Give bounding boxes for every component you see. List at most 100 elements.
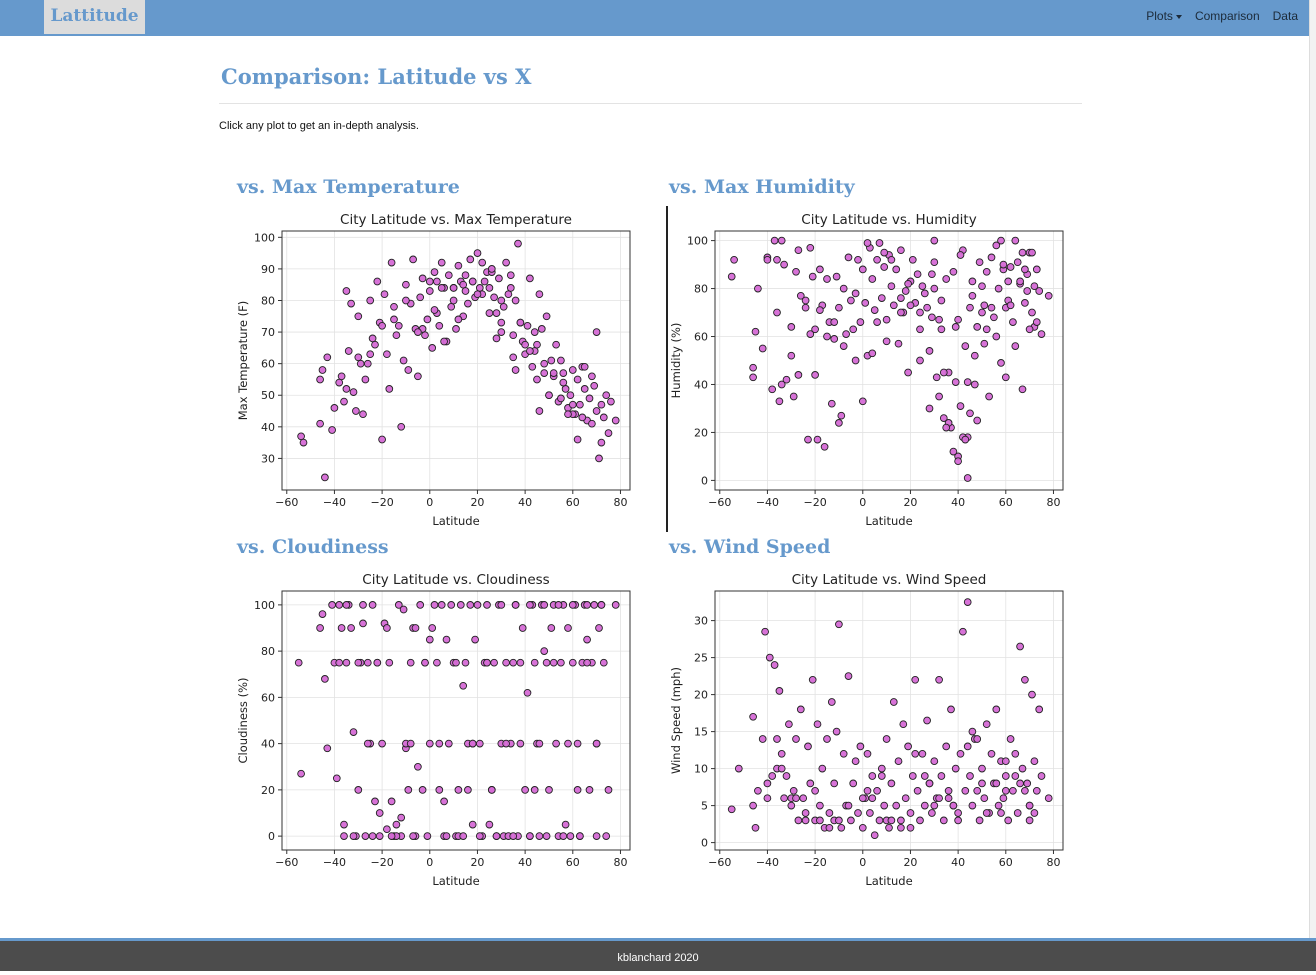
scatter-point — [564, 624, 572, 632]
scatter-point — [870, 306, 879, 314]
scatter-point — [323, 353, 332, 362]
x-axis-label: Latitude — [432, 514, 479, 527]
window-scrollbar[interactable] — [1309, 0, 1316, 940]
scatter-point — [992, 705, 1001, 714]
scatter-point — [485, 284, 494, 292]
scatter-point — [506, 271, 515, 280]
scatter-point — [832, 272, 841, 281]
scatter-point — [390, 302, 398, 311]
scatter-point — [502, 739, 510, 748]
scatter-point — [978, 282, 986, 291]
plot-wind-speed[interactable]: −60 −40 −20 0 20 40 60 80 0 5 10 15 20 25 30 City Latit… — [667, 567, 1067, 887]
scatter-point — [604, 429, 613, 437]
scatter-point — [966, 303, 974, 312]
scatter-point — [578, 413, 587, 422]
scatter-point — [816, 801, 824, 810]
scatter-point — [561, 820, 570, 829]
scatter-point — [954, 816, 962, 825]
scatter-point — [506, 284, 515, 292]
scatter-point — [475, 739, 484, 748]
x-tick-label: −60 — [708, 496, 731, 509]
scatter-point — [354, 786, 363, 794]
scatter-point — [877, 294, 886, 302]
scatter-point — [951, 378, 960, 386]
scatter-point — [749, 373, 757, 382]
scatter-point — [473, 601, 482, 609]
scatter-point — [1025, 816, 1034, 825]
x-tick-label: 80 — [613, 856, 627, 869]
brand-logo[interactable]: Lattitude — [44, 0, 145, 34]
scatter-point — [1035, 287, 1044, 295]
scatter-point — [566, 391, 575, 400]
scatter-point — [901, 794, 910, 803]
scatter-point — [849, 779, 858, 788]
scatter-point — [997, 809, 1005, 817]
scatter-point — [877, 764, 886, 773]
scatter-point — [573, 786, 582, 794]
scatter-point — [949, 267, 958, 276]
scatter-point — [590, 381, 599, 390]
scatter-point — [580, 362, 589, 371]
scatter-point — [837, 411, 846, 420]
y-tick-label: 20 — [694, 426, 708, 439]
scatter-point — [442, 635, 451, 644]
scatter-point — [595, 624, 603, 632]
scatter-point — [775, 687, 784, 695]
x-tick-label: 60 — [999, 496, 1013, 509]
scatter-point — [397, 422, 406, 431]
scatter-point — [1025, 801, 1034, 810]
scatter-point — [323, 744, 332, 753]
scatter-point — [842, 330, 850, 338]
scatter-point — [928, 270, 936, 279]
plot-humidity[interactable]: −60 −40 −20 0 20 40 60 80 0 20 40 60 80 100 City Latit… — [667, 207, 1067, 527]
scatter-point — [835, 816, 843, 825]
plot-cloudiness[interactable]: −60 −40 −20 0 20 40 60 80 0 20 40 60 80 100 City Latit… — [234, 567, 634, 887]
nav-data-link[interactable]: Data — [1272, 9, 1298, 23]
scatter-point — [780, 260, 788, 269]
scatter-point — [792, 794, 800, 803]
y-tick-label: 20 — [261, 784, 275, 797]
scatter-point — [823, 332, 831, 341]
scatter-point — [975, 816, 984, 825]
scatter-point — [1044, 291, 1053, 300]
y-tick-label: 90 — [261, 263, 275, 276]
scatter-point — [994, 284, 1003, 293]
scatter-point — [930, 801, 939, 810]
scatter-point — [727, 272, 736, 281]
y-tick-label: 60 — [261, 691, 275, 704]
plot-max-temperature[interactable]: −60 −40 −20 0 20 40 60 80 30 40 50 60 70 80 90 100 City … — [234, 207, 634, 527]
x-tick-label: 80 — [1046, 856, 1060, 869]
scatter-point — [968, 727, 977, 736]
scatter-point — [485, 820, 494, 829]
scatter-point — [602, 832, 611, 840]
scatter-point — [765, 653, 774, 662]
scatter-point — [409, 255, 417, 264]
scatter-point — [970, 351, 979, 360]
scatter-point — [583, 658, 591, 667]
scatter-point — [785, 720, 793, 729]
y-tick-label: 0 — [268, 830, 275, 843]
scatter-point — [763, 779, 772, 788]
scatter-point — [468, 277, 477, 286]
x-tick-label: −60 — [275, 856, 298, 869]
nav-comparison-link[interactable]: Comparison — [1194, 9, 1260, 23]
nav-plots-dropdown[interactable]: Plots — [1146, 9, 1182, 23]
scatter-point — [839, 749, 848, 758]
scatter-point — [916, 356, 924, 365]
scatter-point — [949, 801, 958, 810]
scatter-point — [916, 325, 924, 334]
scatter-point — [611, 601, 620, 609]
scatter-point — [968, 291, 977, 300]
x-tick-label: −40 — [323, 856, 346, 869]
scatter-point — [758, 344, 767, 353]
scatter-point — [404, 366, 413, 374]
scatter-point — [854, 255, 862, 264]
scatter-point — [416, 601, 425, 609]
scatter-point — [592, 832, 601, 840]
scatter-point — [1011, 749, 1020, 758]
scatter-point — [868, 772, 877, 780]
scatter-point — [559, 832, 568, 840]
scatter-point — [727, 805, 736, 814]
scatter-point — [509, 331, 518, 340]
scatter-point — [566, 832, 575, 840]
